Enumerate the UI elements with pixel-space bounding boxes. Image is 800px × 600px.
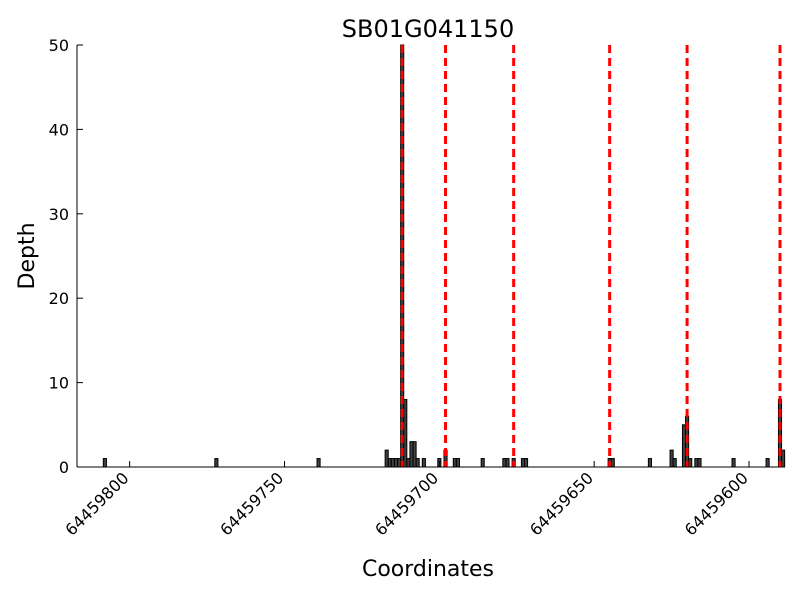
depth-bar: [647, 458, 652, 468]
depth-bar: [781, 449, 786, 468]
chart-title: SB01G041150: [342, 15, 514, 43]
x-tick-label: 64459800: [61, 468, 132, 539]
y-tick-label: 20: [49, 289, 69, 308]
depth-bar: [316, 458, 321, 468]
x-tick-label: 64459700: [371, 468, 442, 539]
depth-bar: [697, 458, 702, 468]
depth-bar: [688, 458, 693, 468]
depth-bar: [403, 398, 408, 468]
x-axis-title: Coordinates: [362, 557, 494, 582]
y-axis-title: Depth: [15, 222, 40, 289]
markers-layer: [400, 45, 782, 467]
y-tick-label: 0: [59, 458, 69, 477]
y-tick-label: 40: [49, 120, 69, 139]
axes-layer: [76, 45, 780, 468]
depth-bar: [505, 458, 510, 468]
x-tick-label: 64459600: [681, 468, 752, 539]
y-tick-label: 10: [49, 374, 69, 393]
depth-bar: [214, 458, 219, 468]
x-tick-label: 64459750: [216, 468, 287, 539]
depth-bar: [102, 458, 107, 468]
bars-layer: [102, 44, 786, 468]
depth-bar: [672, 458, 677, 468]
y-tick-label: 50: [49, 36, 69, 55]
depth-bar: [415, 458, 420, 468]
depth-bar: [610, 458, 615, 468]
depth-bar: [765, 458, 770, 468]
y-tick-label: 30: [49, 205, 69, 224]
depth-bar: [524, 458, 529, 468]
x-tick-label: 64459650: [526, 468, 597, 539]
depth-bar: [421, 458, 426, 468]
depth-bar: [731, 458, 736, 468]
depth-bar: [455, 458, 460, 468]
depth-bar: [480, 458, 485, 468]
